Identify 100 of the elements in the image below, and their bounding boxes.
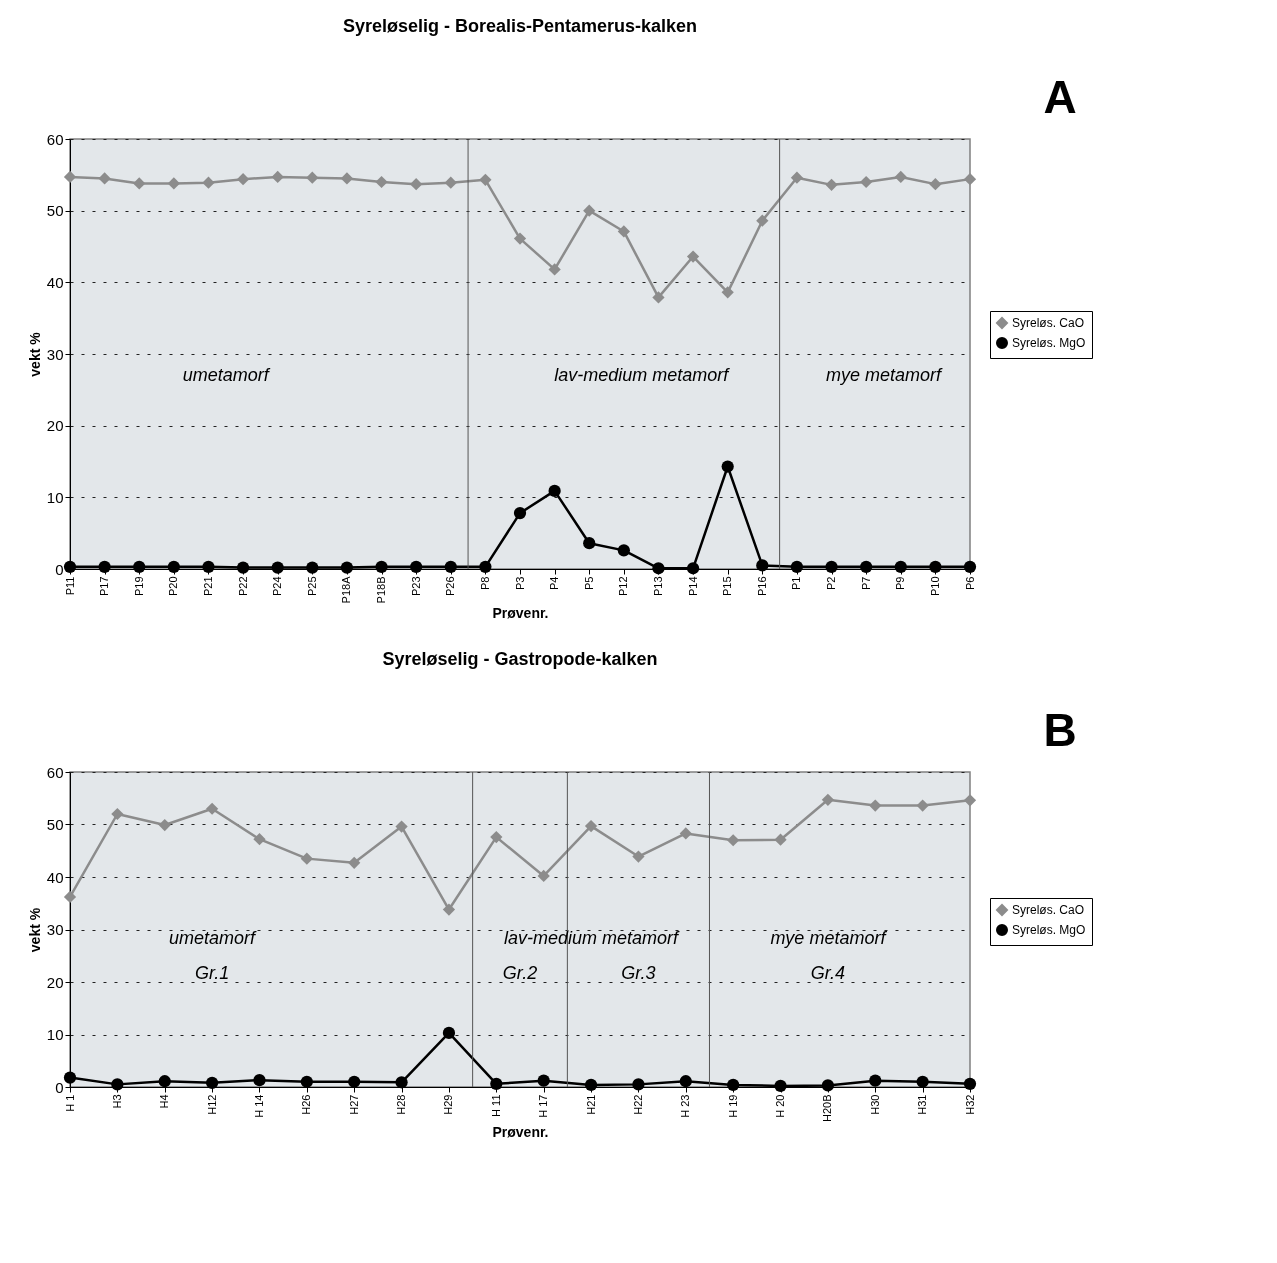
text: A <box>1043 71 1077 123</box>
point <box>490 1077 503 1090</box>
x-tick-label: P7 <box>859 576 872 590</box>
x-tick-label: P20 <box>167 576 180 597</box>
point <box>617 225 630 238</box>
point <box>727 834 740 847</box>
point <box>98 560 111 573</box>
point <box>158 1075 171 1088</box>
point <box>679 1075 692 1088</box>
x-tick-label: P14 <box>686 576 699 597</box>
x-tick-label: P25 <box>305 576 318 597</box>
x-tick-label: P24 <box>271 576 284 597</box>
annotation: Gr.4 <box>810 962 846 983</box>
point <box>205 802 219 815</box>
point <box>306 561 319 574</box>
x-tick-label: H 19 <box>726 1094 739 1118</box>
point <box>916 799 929 812</box>
y-tick-label: 20 <box>46 973 64 991</box>
point <box>410 178 423 191</box>
x-tick-label: H 1 <box>63 1094 76 1112</box>
point <box>300 852 313 865</box>
point <box>375 560 388 573</box>
point <box>583 204 596 217</box>
point <box>686 250 700 263</box>
x-tick-label: P4 <box>548 576 561 590</box>
point <box>825 178 838 191</box>
x-tick-label: P8 <box>478 576 491 590</box>
point <box>583 537 596 550</box>
point <box>375 175 388 189</box>
x-tick-label: P18A <box>340 575 353 604</box>
point <box>111 1078 124 1091</box>
annotation: umetamorf <box>182 364 271 385</box>
y-tick-label: 0 <box>55 1078 64 1096</box>
point <box>860 175 873 189</box>
point <box>756 214 769 227</box>
x-axis-title: Prøvenr. <box>492 605 549 622</box>
x-tick-label: P18B <box>375 576 388 604</box>
point <box>686 562 700 575</box>
x-tick-label: P3 <box>513 576 526 590</box>
x-tick-label: P26 <box>444 576 457 597</box>
point <box>821 1079 835 1092</box>
point <box>63 1071 77 1084</box>
point <box>963 560 977 573</box>
x-tick-label: H4 <box>158 1094 171 1109</box>
legend-label: Syreløs. MgO <box>1012 923 1086 937</box>
x-tick-label: P19 <box>132 576 145 597</box>
annotation: Gr.1 <box>194 962 230 983</box>
point <box>894 170 907 184</box>
point <box>916 1075 929 1088</box>
x-tick-label: P9 <box>894 576 907 590</box>
annotation: mye metamorf <box>770 927 888 948</box>
x-tick-label: P11 <box>63 576 76 596</box>
y-tick-label: 60 <box>46 130 64 148</box>
point <box>632 850 645 863</box>
point <box>652 291 665 304</box>
y-axis-title: vekt % <box>26 907 43 953</box>
y-tick-label: 40 <box>46 868 64 886</box>
point <box>479 560 492 573</box>
y-tick-label: 50 <box>46 816 64 833</box>
x-tick-label: H30 <box>868 1094 881 1115</box>
point <box>340 561 354 574</box>
point <box>63 890 77 904</box>
point <box>133 560 146 573</box>
x-tick-label: P2 <box>825 576 838 590</box>
point <box>442 1026 456 1040</box>
point <box>202 176 215 189</box>
point <box>111 807 124 821</box>
y-tick-label: 60 <box>46 763 64 781</box>
text: B <box>1043 704 1077 756</box>
x-tick-label: H26 <box>300 1094 313 1115</box>
x-tick-label: P6 <box>963 576 976 590</box>
point <box>929 560 942 573</box>
point <box>963 173 977 186</box>
point <box>929 178 942 191</box>
point <box>300 1075 313 1088</box>
x-tick-label: P17 <box>98 576 111 597</box>
point <box>442 903 456 916</box>
point <box>894 560 907 573</box>
x-tick-label: P5 <box>582 576 595 590</box>
point <box>348 1075 361 1088</box>
point <box>584 1078 598 1092</box>
point <box>490 830 503 844</box>
point <box>790 560 804 573</box>
point <box>395 1076 408 1089</box>
y-tick-label: 20 <box>46 417 64 435</box>
point <box>513 232 527 245</box>
point <box>537 869 550 883</box>
point <box>306 171 319 184</box>
x-tick-label: P16 <box>755 576 768 597</box>
x-tick-label: H20B <box>821 1094 834 1123</box>
x-tick-label: H31 <box>916 1094 929 1115</box>
legend-label: Syreløs. CaO <box>1012 316 1085 330</box>
y-tick-label: 30 <box>46 345 64 363</box>
point <box>395 820 408 833</box>
point <box>98 172 111 185</box>
x-tick-label: H 20 <box>774 1094 787 1118</box>
point <box>632 1078 645 1091</box>
y-tick-label: 10 <box>46 488 64 506</box>
point <box>652 562 665 575</box>
point <box>63 170 77 184</box>
